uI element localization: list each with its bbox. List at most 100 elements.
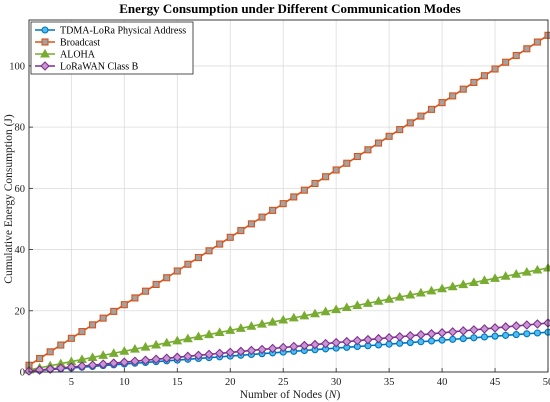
data-point	[119, 357, 130, 367]
data-point	[267, 343, 278, 354]
data-point	[161, 353, 172, 364]
data-point	[394, 291, 405, 301]
data-point	[470, 78, 478, 86]
data-point	[290, 193, 298, 201]
data-point	[480, 333, 488, 341]
data-point	[89, 321, 97, 329]
data-point	[405, 330, 416, 341]
data-point	[151, 339, 162, 349]
data-point	[119, 346, 130, 355]
legend-label: TDMA-LoRa Physical Address	[60, 26, 186, 37]
x-tick-label: 15	[172, 377, 183, 388]
x-tick-label: 50	[543, 377, 550, 388]
data-point	[523, 330, 531, 338]
legend-label: LoRaWAN Class B	[60, 62, 139, 73]
data-point	[341, 336, 352, 347]
data-point	[405, 289, 416, 299]
data-point	[449, 92, 457, 100]
data-point	[278, 342, 288, 353]
data-point	[193, 331, 204, 341]
data-point	[140, 355, 151, 366]
data-point	[108, 358, 119, 368]
data-point	[226, 233, 234, 241]
data-point	[437, 283, 448, 293]
data-point	[502, 331, 510, 339]
data-point	[183, 351, 193, 362]
data-point	[57, 341, 65, 349]
data-point	[120, 301, 128, 309]
data-point	[532, 264, 543, 274]
x-tick-label: 45	[490, 377, 501, 388]
data-point	[225, 325, 236, 334]
data-point	[184, 260, 192, 268]
data-point	[491, 332, 499, 340]
data-point	[78, 328, 86, 336]
data-point	[490, 323, 500, 333]
data-point	[67, 334, 75, 342]
y-tick-label: 80	[15, 123, 26, 134]
legend-item-2: ALOHA	[35, 48, 96, 61]
data-point	[77, 361, 87, 371]
x-axis-label: Number of Nodes (N)	[240, 389, 341, 401]
data-point	[46, 348, 54, 356]
legend-marker	[40, 48, 50, 58]
data-point	[479, 275, 490, 284]
data-point	[373, 296, 384, 305]
data-point	[214, 348, 225, 359]
data-point	[289, 341, 299, 352]
data-point	[108, 348, 119, 357]
data-point	[322, 173, 330, 181]
data-point	[246, 321, 257, 330]
data-point	[320, 306, 331, 316]
data-point	[36, 354, 44, 363]
legend-marker	[40, 61, 50, 71]
data-point	[438, 99, 446, 107]
y-axis-label: Cumulative Energy Consumption (J)	[3, 114, 15, 284]
data-point	[269, 206, 277, 214]
y-tick-label: 60	[15, 184, 26, 195]
data-point	[140, 341, 151, 351]
x-tick-label: 40	[437, 377, 448, 388]
x-tick-label: 35	[384, 377, 395, 388]
y-tick-label: 40	[15, 245, 26, 256]
data-point	[225, 347, 236, 358]
axes-box	[28, 19, 549, 373]
y-tick-label: 100	[9, 61, 25, 72]
data-point	[511, 321, 522, 331]
data-point	[374, 139, 383, 147]
data-point	[172, 352, 183, 363]
data-point	[341, 302, 352, 312]
data-point	[512, 331, 520, 339]
data-point	[544, 31, 550, 39]
x-tick-label: 5	[69, 377, 74, 388]
data-point	[310, 308, 320, 318]
data-point	[332, 166, 340, 174]
data-point	[533, 38, 541, 46]
data-point	[172, 335, 183, 345]
data-point	[532, 319, 543, 329]
data-point	[246, 345, 257, 356]
data-point	[396, 126, 404, 134]
data-point	[45, 364, 55, 374]
data-point	[533, 329, 541, 337]
data-point	[427, 337, 436, 345]
data-point	[182, 333, 193, 343]
y-tick-label: 0	[20, 368, 25, 379]
data-point	[470, 334, 478, 342]
data-point	[511, 269, 522, 278]
data-point	[257, 319, 267, 328]
data-point	[500, 322, 511, 332]
data-point	[152, 280, 160, 289]
data-point	[544, 328, 550, 336]
data-point	[447, 281, 458, 291]
data-point	[458, 326, 469, 336]
legend-box	[30, 21, 194, 75]
legend-item-1: Broadcast	[35, 38, 100, 49]
data-point	[449, 335, 457, 343]
data-point	[406, 119, 414, 127]
series-3	[24, 318, 550, 376]
data-point	[459, 85, 467, 93]
legend-item-0: TDMA-LoRa Physical Address	[35, 26, 186, 37]
data-point	[267, 316, 278, 326]
data-point	[479, 324, 490, 334]
